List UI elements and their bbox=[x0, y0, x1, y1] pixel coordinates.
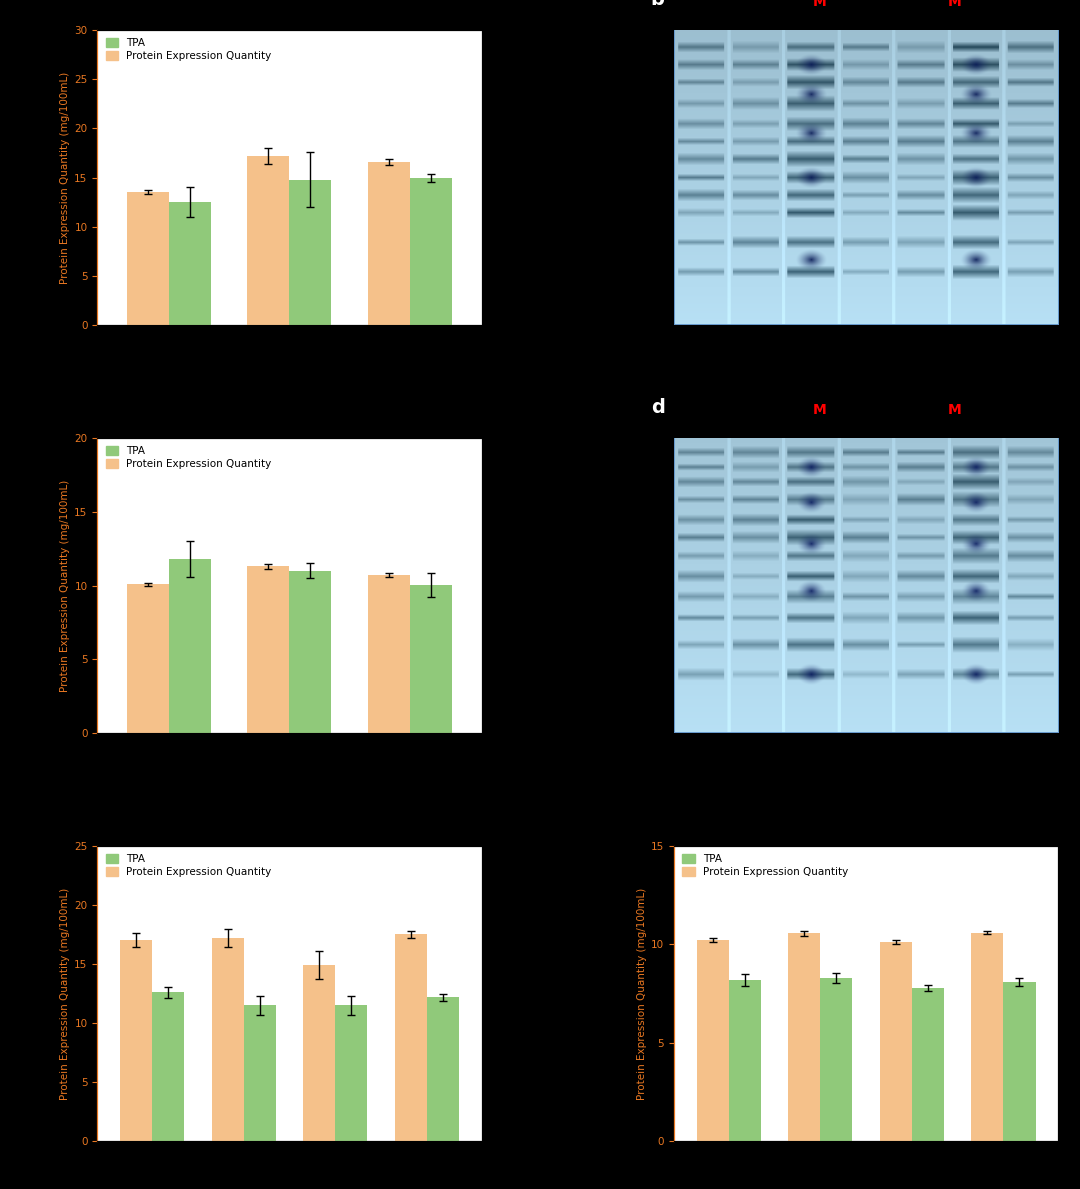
Bar bbox=[170, 202, 212, 326]
Legend: TPA, Protein Expression Quantity: TPA, Protein Expression Quantity bbox=[103, 34, 274, 64]
Y-axis label: Protein Expression Quantity (mg/100mL): Protein Expression Quantity (mg/100mL) bbox=[60, 479, 70, 692]
Legend: TPA, Protein Expression Quantity: TPA, Protein Expression Quantity bbox=[103, 443, 274, 472]
Bar bbox=[912, 988, 944, 1141]
Text: a: a bbox=[31, 0, 45, 18]
Bar bbox=[303, 965, 335, 1141]
Bar bbox=[367, 575, 409, 734]
Bar bbox=[788, 933, 821, 1141]
Bar bbox=[971, 932, 1003, 1141]
Legend: TPA, Protein Expression Quantity: TPA, Protein Expression Quantity bbox=[679, 851, 851, 880]
Text: b: b bbox=[651, 0, 664, 10]
Bar bbox=[289, 180, 332, 326]
Bar bbox=[394, 935, 427, 1141]
Text: d: d bbox=[651, 398, 664, 417]
Bar bbox=[127, 584, 170, 734]
Bar bbox=[409, 585, 451, 734]
Text: f: f bbox=[608, 814, 617, 833]
Bar bbox=[367, 162, 409, 326]
Bar bbox=[212, 938, 244, 1141]
Y-axis label: Protein Expression Quantity (mg/100mL): Protein Expression Quantity (mg/100mL) bbox=[637, 887, 647, 1100]
Y-axis label: Relative activity (Fold): Relative activity (Fold) bbox=[515, 936, 525, 1052]
Bar bbox=[821, 977, 852, 1141]
Bar bbox=[427, 998, 459, 1141]
Text: M: M bbox=[813, 0, 827, 10]
Bar bbox=[127, 193, 170, 326]
Bar bbox=[697, 940, 729, 1141]
Bar bbox=[247, 156, 289, 326]
Bar bbox=[244, 1006, 275, 1141]
Legend: TPA, Protein Expression Quantity: TPA, Protein Expression Quantity bbox=[103, 851, 274, 880]
Bar bbox=[152, 993, 185, 1141]
Bar bbox=[409, 177, 451, 326]
Y-axis label: Protein Expression Quantity (mg/100mL): Protein Expression Quantity (mg/100mL) bbox=[60, 887, 70, 1100]
Text: c: c bbox=[31, 407, 43, 426]
Bar bbox=[1003, 982, 1036, 1141]
Y-axis label: Relative activity (Fold): Relative activity (Fold) bbox=[515, 527, 525, 644]
Bar bbox=[335, 1006, 367, 1141]
Text: M: M bbox=[813, 403, 827, 417]
Text: M: M bbox=[948, 0, 961, 10]
Bar bbox=[120, 940, 152, 1141]
Y-axis label: Protein Expression Quantity (mg/100mL): Protein Expression Quantity (mg/100mL) bbox=[60, 71, 70, 284]
Bar bbox=[289, 571, 332, 734]
Bar bbox=[247, 566, 289, 734]
Y-axis label: Relative activity (Fold): Relative activity (Fold) bbox=[515, 119, 525, 235]
Text: e: e bbox=[31, 814, 45, 833]
Bar bbox=[880, 943, 912, 1141]
Text: M: M bbox=[948, 403, 961, 417]
Bar bbox=[729, 980, 761, 1141]
Bar bbox=[170, 559, 212, 734]
